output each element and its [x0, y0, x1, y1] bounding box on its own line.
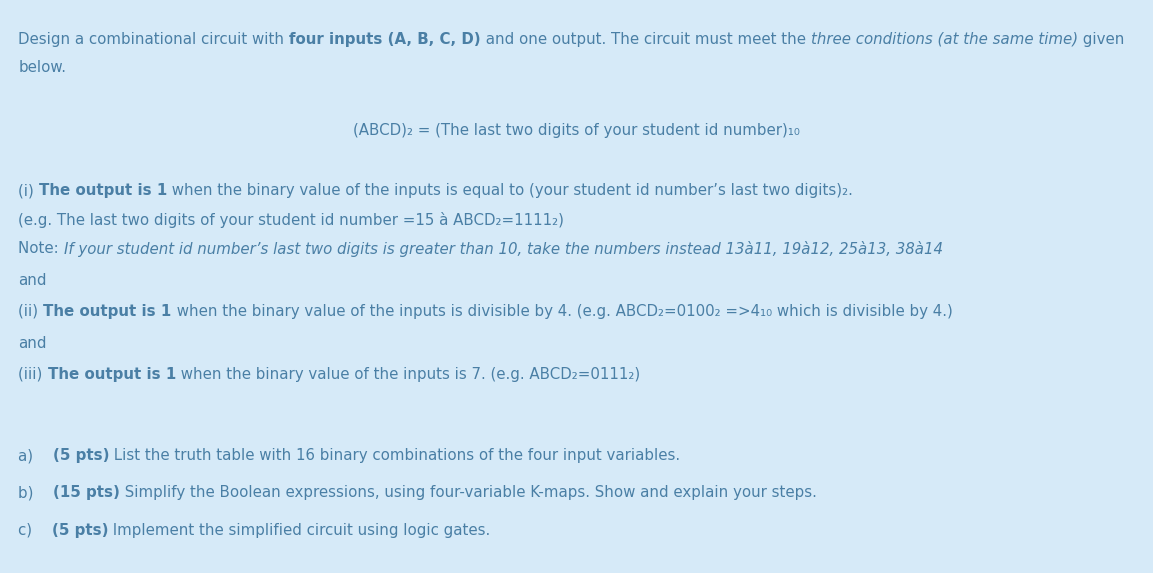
Text: Design a combinational circuit with: Design a combinational circuit with: [18, 32, 289, 46]
Text: (ii): (ii): [18, 304, 44, 319]
Text: given: given: [1078, 32, 1124, 46]
Text: The output is 1: The output is 1: [47, 367, 175, 382]
Text: The output is 1: The output is 1: [39, 183, 167, 198]
Text: The output is 1: The output is 1: [44, 304, 172, 319]
Text: when the binary value of the inputs is 7. (e.g. ABCD₂=0111₂): when the binary value of the inputs is 7…: [175, 367, 640, 382]
Text: and: and: [18, 273, 47, 288]
Text: below.: below.: [18, 60, 67, 75]
Text: when the binary value of the inputs is divisible by 4. (e.g. ABCD₂=0100₂ =>4₁₀ w: when the binary value of the inputs is d…: [172, 304, 952, 319]
Text: Note:: Note:: [18, 241, 63, 256]
Text: three conditions (at the same time): three conditions (at the same time): [811, 32, 1078, 46]
Text: and: and: [18, 336, 47, 351]
Text: (e.g. The last two digits of your student id number =15 à ABCD₂=1111₂): (e.g. The last two digits of your studen…: [18, 212, 565, 228]
Text: (15 pts): (15 pts): [53, 485, 120, 500]
Text: List the truth table with 16 binary combinations of the four input variables.: List the truth table with 16 binary comb…: [110, 448, 680, 463]
Text: (5 pts): (5 pts): [52, 523, 108, 537]
Text: (ABCD)₂ = (The last two digits of your student id number)₁₀: (ABCD)₂ = (The last two digits of your s…: [353, 123, 800, 138]
Text: Implement the simplified circuit using logic gates.: Implement the simplified circuit using l…: [108, 523, 490, 537]
Text: (i): (i): [18, 183, 39, 198]
Text: (iii): (iii): [18, 367, 47, 382]
Text: c): c): [18, 523, 52, 537]
Text: Simplify the Boolean expressions, using four-variable K-maps. Show and explain y: Simplify the Boolean expressions, using …: [120, 485, 816, 500]
Text: a): a): [18, 448, 53, 463]
Text: b): b): [18, 485, 53, 500]
Text: (5 pts): (5 pts): [53, 448, 110, 463]
Text: and one output. The circuit must meet the: and one output. The circuit must meet th…: [481, 32, 811, 46]
Text: If your student id number’s last two digits is greater than 10, take the numbers: If your student id number’s last two dig…: [63, 241, 943, 257]
Text: four inputs (A, B, C, D): four inputs (A, B, C, D): [289, 32, 481, 46]
Text: when the binary value of the inputs is equal to (your student id number’s last t: when the binary value of the inputs is e…: [167, 183, 853, 198]
